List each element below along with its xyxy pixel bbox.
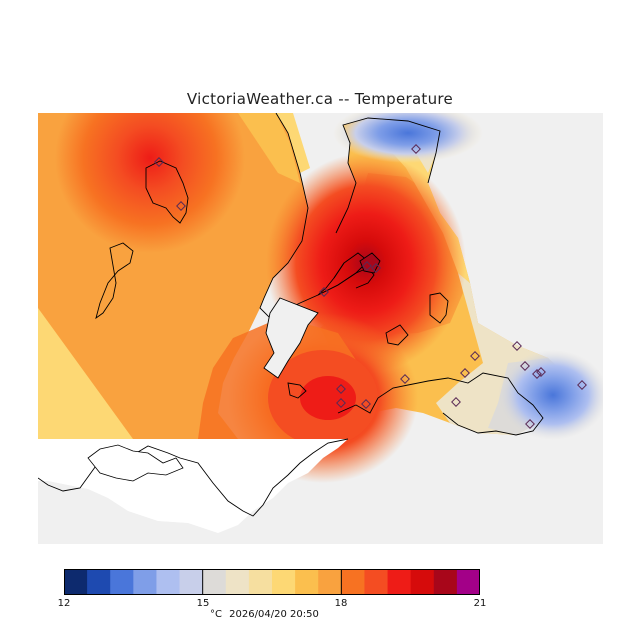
colorbar-segment bbox=[225, 569, 250, 595]
station-marker[interactable] bbox=[319, 287, 329, 297]
yellow-n-strip bbox=[276, 113, 310, 173]
station-marker[interactable] bbox=[154, 157, 164, 167]
station-marker[interactable] bbox=[400, 374, 410, 384]
coolspot-east bbox=[498, 350, 603, 440]
colorbar-tick-label: 21 bbox=[473, 598, 487, 609]
island-west bbox=[95, 242, 134, 320]
colorbar-tick-label: 15 bbox=[196, 598, 210, 609]
south-peninsula-coastline bbox=[337, 372, 544, 436]
colorbar-segment bbox=[318, 569, 342, 595]
bay-coastline bbox=[317, 262, 375, 296]
weather-station-markers[interactable] bbox=[154, 144, 587, 429]
island-east bbox=[429, 292, 449, 324]
map-title: VictoriaWeather.ca -- Temperature bbox=[186, 90, 454, 108]
colorbar-segment bbox=[341, 569, 365, 595]
colorbar-border bbox=[64, 569, 480, 595]
station-marker[interactable] bbox=[536, 367, 546, 377]
yellow-n-patch bbox=[238, 113, 300, 183]
colorbar-tick-label: 18 bbox=[334, 598, 348, 609]
station-marker[interactable] bbox=[460, 368, 470, 378]
island-south bbox=[287, 382, 307, 399]
station-marker[interactable] bbox=[470, 351, 480, 361]
south-deep-core bbox=[300, 376, 356, 420]
temperature-map[interactable] bbox=[38, 113, 603, 544]
colorbar-segment bbox=[64, 569, 88, 595]
island-islet bbox=[385, 324, 409, 346]
colorbar-segment bbox=[179, 569, 204, 595]
yellow-sw-patch bbox=[38, 308, 133, 439]
colorbar-segment bbox=[387, 569, 412, 595]
colorbar-segment bbox=[364, 569, 389, 595]
station-marker[interactable] bbox=[512, 341, 522, 351]
map-footer: °C 2026/04/20 20:50 bbox=[210, 609, 323, 620]
colorbar-segment bbox=[456, 569, 481, 595]
hotspot-northwest bbox=[55, 113, 245, 253]
inlet-water bbox=[263, 297, 319, 379]
colorbar-segment bbox=[202, 569, 227, 595]
colorbar-tick-label: 12 bbox=[57, 598, 71, 609]
station-marker[interactable] bbox=[361, 399, 371, 409]
timestamp: 2026/04/20 20:50 bbox=[229, 609, 319, 620]
station-marker[interactable] bbox=[336, 398, 346, 408]
colorbar-segment bbox=[248, 569, 273, 595]
colorbar-segment bbox=[433, 569, 458, 595]
colorbar-segment bbox=[410, 569, 435, 595]
coolspot-north bbox=[333, 113, 483, 163]
south-coastline bbox=[38, 438, 349, 517]
colorbar-segment bbox=[87, 569, 111, 595]
station-marker[interactable] bbox=[532, 369, 542, 379]
station-marker[interactable] bbox=[520, 361, 530, 371]
unit-label: °C bbox=[210, 609, 222, 620]
colorbar-segment bbox=[272, 569, 296, 595]
station-marker[interactable] bbox=[577, 380, 587, 390]
station-marker[interactable] bbox=[362, 261, 372, 271]
station-marker[interactable] bbox=[176, 201, 186, 211]
inlet-coastline bbox=[335, 117, 441, 234]
station-marker[interactable] bbox=[451, 397, 461, 407]
colorbar-segment bbox=[110, 569, 134, 595]
south-island bbox=[87, 444, 184, 482]
station-marker[interactable] bbox=[525, 419, 535, 429]
temperature-colorbar bbox=[63, 569, 481, 595]
station-marker[interactable] bbox=[411, 144, 421, 154]
colorbar-segment bbox=[295, 569, 319, 595]
colorbar-segment bbox=[156, 569, 181, 595]
island-northwest bbox=[145, 160, 189, 224]
station-marker[interactable] bbox=[336, 384, 346, 394]
station-marker[interactable] bbox=[371, 263, 381, 273]
colorbar-segment bbox=[133, 569, 157, 595]
